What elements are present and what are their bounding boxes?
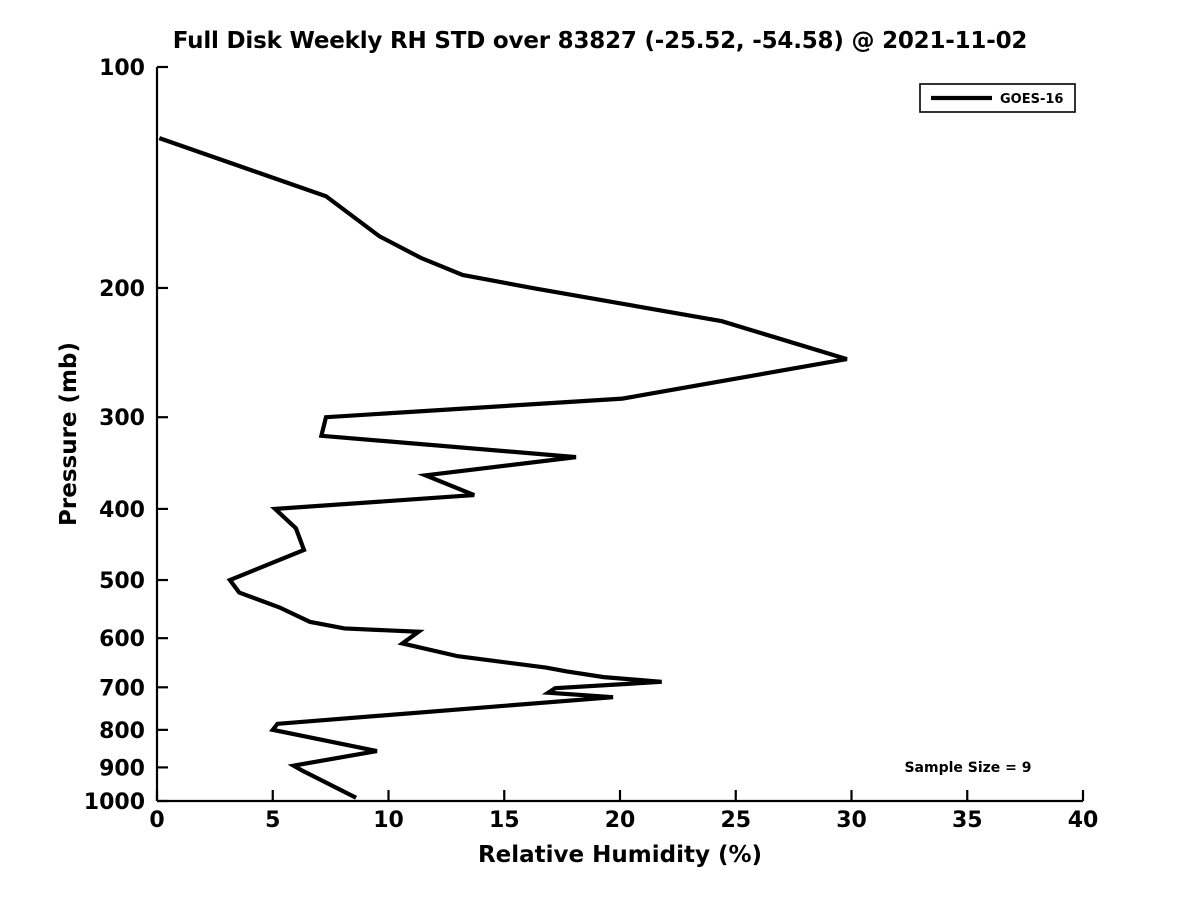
- x-axis-ticks: 0 5 10 15 20 25 30 35 40: [149, 790, 1098, 833]
- data-series-goes-16: [158, 136, 848, 800]
- y-tick-label: 400: [99, 498, 145, 523]
- chart-title: Full Disk Weekly RH STD over 83827 (-25.…: [172, 28, 1028, 54]
- chart-legend[interactable]: GOES-16: [919, 83, 1076, 113]
- sample-size-annotation: Sample Size = 9: [904, 760, 1031, 776]
- x-tick-label: 25: [720, 808, 751, 833]
- y-axis-title: Pressure (mb): [56, 342, 82, 526]
- x-tick-label: 35: [952, 808, 983, 833]
- x-tick-label: 10: [373, 808, 404, 833]
- y-axis-ticks: 100 200 300 400 500 600 700 800 900 1000: [84, 56, 168, 815]
- y-tick-label: 600: [99, 627, 145, 652]
- legend-label-goes-16: GOES-16: [1000, 92, 1063, 107]
- y-tick-label: 700: [99, 676, 145, 701]
- y-tick-label: 800: [99, 719, 145, 744]
- x-tick-label: 40: [1068, 808, 1099, 833]
- x-axis-title: Relative Humidity (%): [478, 842, 762, 868]
- y-tick-label: 200: [99, 277, 145, 302]
- x-tick-label: 15: [489, 808, 520, 833]
- x-tick-label: 30: [836, 808, 867, 833]
- x-tick-label: 0: [149, 808, 164, 833]
- x-tick-label: 20: [605, 808, 636, 833]
- y-tick-label: 100: [99, 56, 145, 81]
- y-tick-label: 300: [99, 406, 145, 431]
- y-tick-label: 500: [99, 569, 145, 594]
- x-tick-label: 5: [265, 808, 280, 833]
- y-tick-label: 900: [99, 756, 145, 781]
- y-tick-label: 1000: [84, 790, 145, 815]
